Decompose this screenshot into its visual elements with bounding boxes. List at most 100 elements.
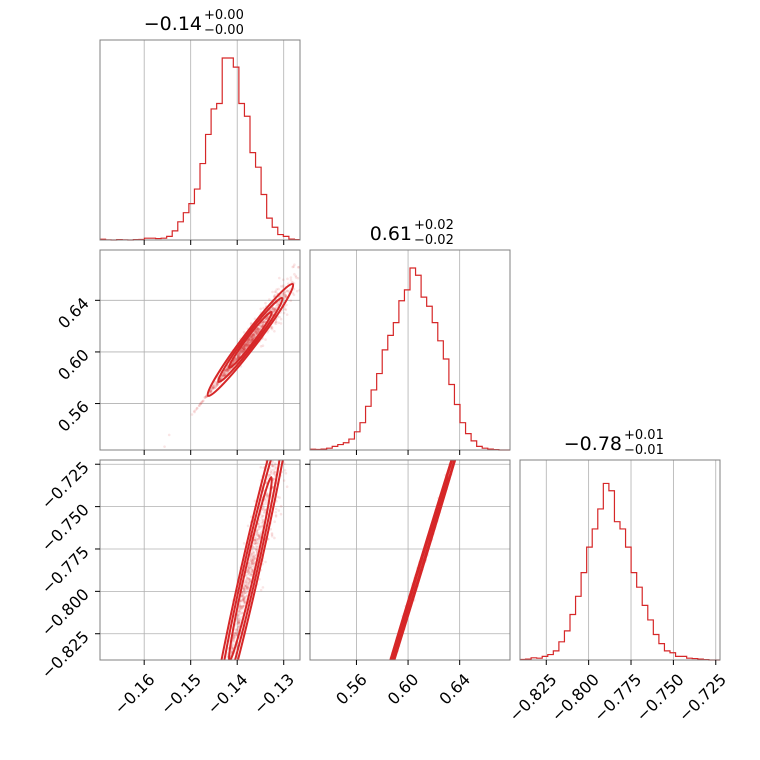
- sample-point-r2c0-361: [251, 554, 255, 558]
- sample-point-r2c0-1017: [244, 594, 248, 598]
- sample-point-r1c0-208: [273, 308, 277, 312]
- sample-point-r1c0-897: [255, 330, 259, 334]
- title-minus-0: −0.00: [204, 23, 244, 38]
- sample-point-r2c0-714: [253, 536, 257, 540]
- sample-point-r1c0-794: [271, 290, 274, 294]
- sample-point-r1c0-836: [211, 385, 215, 389]
- sample-point-r1c0-660: [242, 349, 246, 353]
- sample-point-r1c0-482: [212, 386, 216, 390]
- sample-point-r1c0-803: [279, 317, 283, 321]
- sample-point-r2c0-855: [247, 577, 251, 581]
- sample-point-r2c0-888: [240, 606, 244, 609]
- sample-point-r2c0-818: [270, 464, 274, 467]
- sample-point-r2c0-450: [241, 606, 245, 609]
- sample-point-r1c0-574: [222, 371, 226, 375]
- sample-point-r2c0-16: [252, 558, 255, 561]
- sample-point-r2c0-696: [236, 612, 240, 616]
- sample-point-r2c0-877: [237, 621, 241, 625]
- sample-point-r1c0-995: [286, 289, 289, 293]
- sample-point-r2c0-1056: [251, 559, 254, 562]
- sample-point-r1c0-403: [241, 346, 245, 350]
- sample-point-r1c0-432: [243, 347, 247, 351]
- sample-point-r2c0-644: [237, 613, 240, 617]
- sample-point-r1c0-779: [249, 340, 253, 343]
- sample-point-r1c0-41: [223, 373, 227, 377]
- sample-point-r1c0-799: [296, 276, 300, 280]
- y-tick-label-p1-1: 0.60: [54, 345, 93, 384]
- sample-point-r1c0-467: [211, 387, 215, 390]
- sample-point-r2c0-142: [243, 599, 246, 603]
- sample-point-r2c0-201: [244, 591, 247, 594]
- sample-point-r2c0-69: [251, 559, 255, 562]
- sample-point-r2c0-238: [230, 651, 233, 654]
- sample-point-r1c0-905: [239, 352, 242, 355]
- sample-point-r1c0-586: [250, 334, 253, 338]
- sample-point-r2c0-613: [238, 610, 241, 614]
- sample-point-r2c0-113: [231, 646, 234, 649]
- sample-point-r1c0-763: [262, 306, 265, 310]
- sample-point-r2c0-912: [257, 522, 260, 526]
- sample-point-r1c0-64: [249, 338, 252, 342]
- sample-point-r2c0-162: [244, 588, 247, 591]
- sample-point-r1c0-207: [249, 339, 253, 342]
- sample-point-r2c0-943: [232, 639, 236, 643]
- sample-point-r2c0-802: [245, 585, 249, 589]
- sample-point-r2c0-641: [238, 604, 242, 607]
- sample-point-r1c0-16: [252, 333, 255, 336]
- sample-point-r1c0-1075: [245, 342, 249, 345]
- sample-point-r1c0-132: [256, 327, 260, 331]
- sample-point-r2c0-1074: [254, 534, 258, 537]
- sample-point-r1c0-856: [221, 373, 224, 377]
- panel-frame-r2c2: [519, 459, 721, 661]
- sample-point-r2c0-634: [255, 549, 259, 552]
- sample-point-r1c0-950: [291, 291, 295, 295]
- sample-point-r1c0-130: [244, 342, 248, 346]
- sample-point-r1c0-182: [295, 289, 299, 293]
- sample-point-r2c0-938: [256, 528, 260, 531]
- sample-point-r2c0-502: [266, 496, 269, 499]
- sample-point-r1c0-850: [250, 338, 253, 341]
- sample-point-r1c0-382: [211, 386, 214, 390]
- histogram-param-1: [310, 267, 510, 451]
- sample-point-r1c0-293: [250, 336, 254, 339]
- sample-point-r1c0-613: [238, 352, 241, 355]
- sample-point-r1c0-868: [236, 355, 240, 359]
- sample-point-r2c0-22: [269, 527, 273, 531]
- sample-point-r2c0-728: [241, 594, 244, 598]
- sample-point-r2c0-242: [238, 607, 242, 611]
- sample-point-r1c0-433: [255, 327, 259, 331]
- sample-point-r1c0-895: [277, 300, 280, 304]
- sample-point-r1c0-504: [227, 368, 230, 372]
- sample-point-r1c0-89: [237, 354, 240, 358]
- sample-point-r2c0-53: [250, 573, 253, 577]
- sample-point-r1c0-465: [247, 338, 251, 341]
- sample-point-r1c0-714: [253, 331, 257, 334]
- sample-point-r2c0-1077: [273, 472, 276, 476]
- sample-point-r1c0-729: [294, 274, 298, 278]
- sample-point-r1c0-1053: [252, 334, 256, 337]
- sample-point-r1c0-662: [242, 347, 246, 350]
- sample-point-r2c0-725: [237, 621, 241, 625]
- contour-r2c0-0: [227, 476, 273, 660]
- sample-point-r1c0-80: [252, 333, 255, 337]
- sample-point-r2c0-985: [247, 584, 250, 588]
- sample-point-r1c0-963: [250, 336, 254, 339]
- sample-point-r2c0-723: [251, 568, 254, 572]
- sample-point-r2c0-857: [261, 506, 265, 509]
- sample-point-r2c0-216: [237, 624, 241, 628]
- sample-point-r2c0-868: [236, 627, 240, 631]
- sample-point-r1c0-165: [251, 337, 254, 340]
- sample-point-r2c0-244: [268, 473, 271, 477]
- sample-point-r1c0-48: [224, 372, 227, 375]
- title-layer: −0.14 +0.00−0.000.61 +0.02−0.02−0.78 +0.01−…: [144, 8, 664, 458]
- sample-point-r1c0-1044: [243, 344, 247, 347]
- sample-point-r2c0-285: [239, 605, 242, 608]
- sample-point-r1c0-573: [246, 342, 250, 346]
- sample-point-r2c0-969: [252, 555, 255, 559]
- sample-point-r2c0-1044: [243, 584, 247, 587]
- sample-point-r1c0-691: [262, 321, 265, 324]
- data-layer: [100, 57, 720, 661]
- sample-point-r2c0-299: [248, 570, 252, 573]
- sample-point-r1c0-869: [225, 369, 229, 372]
- sample-point-r1c0-589: [258, 327, 261, 331]
